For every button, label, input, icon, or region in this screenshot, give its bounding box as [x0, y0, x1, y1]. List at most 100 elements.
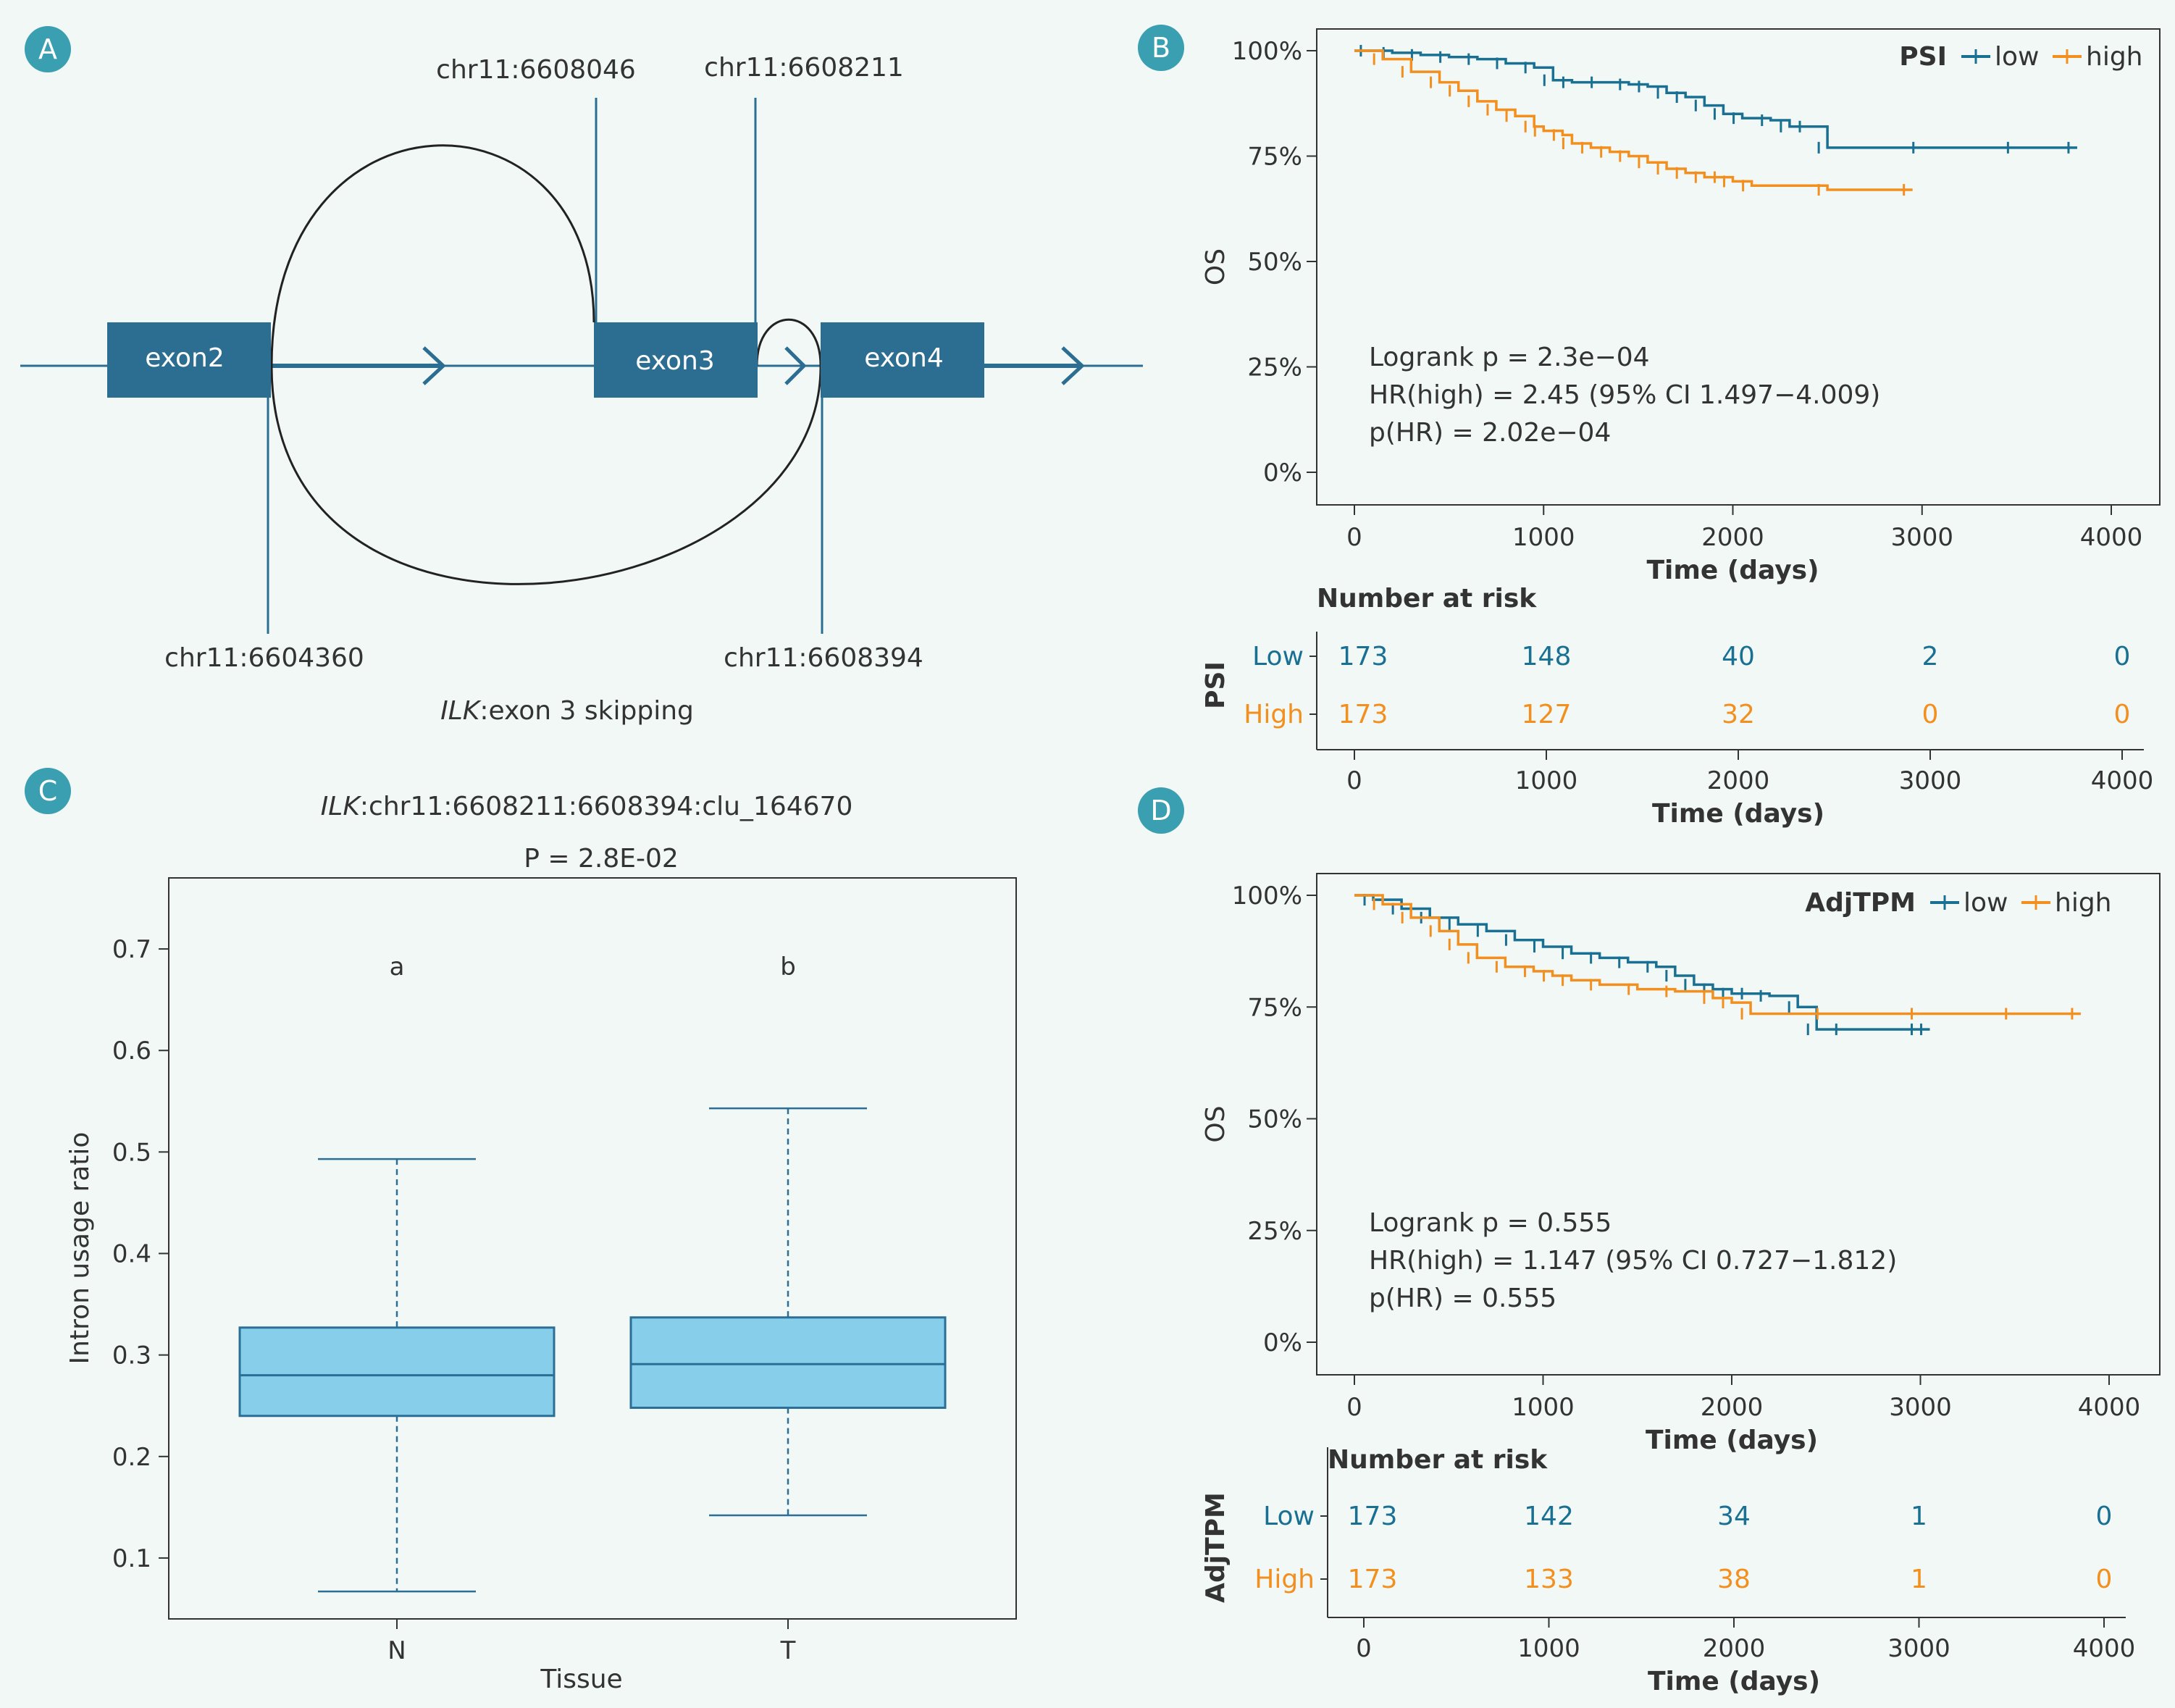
coord-label-6608394: chr11:6608394 — [724, 643, 923, 673]
risk-ylabel: AdjTPM — [1201, 1492, 1231, 1603]
km-xtick-label: 1000 — [1512, 1393, 1575, 1422]
direction-arrow-1 — [422, 346, 446, 385]
boxplot-ytick-label: 0.4 — [112, 1240, 151, 1269]
junction-arc-exon2-exon3 — [270, 144, 595, 367]
km-xlabel: Time (days) — [1646, 556, 1819, 585]
km-ytick-label: 0% — [1263, 1328, 1302, 1357]
panel-d-badge — [1138, 787, 1184, 834]
exon3-label: exon3 — [635, 346, 714, 376]
km-plot-adjtpm: 0% 25% 50% 75% 100% 0 1000 2000 3000 4000 Time (da… — [1201, 873, 2161, 1455]
coord-label-6608211: chr11:6608211 — [704, 53, 904, 83]
risk-value: 32 — [1722, 700, 1755, 729]
boxplot-pvalue: P = 2.8E-02 — [524, 844, 679, 874]
boxplot-ytick-label: 0.5 — [112, 1138, 151, 1167]
exon2-label: exon2 — [145, 343, 224, 373]
risk-value: 0 — [2114, 642, 2131, 671]
risk-value: 34 — [1717, 1502, 1751, 1531]
risk-value: 1 — [1911, 1502, 1927, 1531]
km-xtick-label: 2000 — [1701, 1393, 1764, 1422]
km-xtick-label: 1000 — [1512, 523, 1575, 552]
coord-label-6604360: chr11:6604360 — [164, 643, 364, 673]
risk-xtick-label: 1000 — [1515, 766, 1578, 795]
km-ytick-label: 100% — [1232, 882, 1302, 910]
km-stat-line: p(HR) = 2.02e−04 — [1369, 418, 1611, 448]
panel-a-caption: ILK:exon 3 skipping — [440, 696, 694, 726]
risk-title: Number at risk — [1317, 584, 1537, 614]
exon2-box — [107, 322, 271, 398]
panel-c-badge — [25, 768, 71, 814]
box-significance-letter: b — [780, 953, 796, 981]
junction-arc-exon2-exon4-skip — [270, 365, 822, 585]
risk-xlabel: Time (days) — [1648, 1667, 1820, 1696]
risk-value: 0 — [2096, 1565, 2113, 1594]
caption-text: :exon 3 skipping — [479, 696, 693, 726]
km-curve-low — [1354, 894, 1930, 1031]
coord-label-6608046: chr11:6608046 — [436, 55, 636, 85]
direction-arrow-3 — [1061, 346, 1085, 385]
risk-xtick-label: 4000 — [2091, 766, 2154, 795]
risk-row-label-low: Low — [1252, 642, 1304, 671]
km-xlabel: Time (days) — [1646, 1426, 1818, 1455]
risk-table-psi: Number at risk Low 173 148 40 2 0 High 173 127 32 0… — [1201, 584, 2153, 829]
boxplot-ytick-label: 0.1 — [112, 1544, 151, 1573]
box-significance-letter: a — [390, 953, 405, 981]
risk-value: 0 — [2114, 700, 2131, 729]
km-legend-label-high: high — [2086, 42, 2143, 72]
km-legend-title: PSI — [1899, 42, 1947, 72]
boxplot-ytick-label: 0.6 — [112, 1037, 151, 1066]
km-frame — [1316, 873, 2161, 1376]
boxplot-ytick-label: 0.7 — [112, 935, 151, 964]
km-stat-line: Logrank p = 0.555 — [1369, 1208, 1612, 1238]
km-curve-high — [1354, 49, 1913, 191]
boxplot-xtick-label: T — [780, 1636, 796, 1665]
km-ytick-label: 75% — [1247, 993, 1302, 1022]
boxplot-ylabel: Intron usage ratio — [65, 1132, 95, 1365]
km-xtick-label: 3000 — [1889, 1393, 1952, 1422]
caption-gene: ILK — [440, 696, 482, 726]
risk-row-label-low: Low — [1263, 1502, 1315, 1531]
risk-xtick-label: 1000 — [1517, 1634, 1580, 1663]
risk-value: 142 — [1524, 1502, 1574, 1531]
km-xtick-label: 0 — [1346, 1393, 1362, 1422]
km-xtick-label: 3000 — [1890, 523, 1953, 552]
risk-value: 127 — [1522, 700, 1572, 729]
km-curve-high — [1354, 894, 2081, 1016]
km-ytick-label: 50% — [1247, 248, 1302, 277]
panel-c: C ILK:chr11:6608211:6608394:clu_164670 P… — [25, 768, 1017, 1694]
boxplot-y-axis: 0.1 0.2 0.3 0.4 0.5 0.6 0.7 — [112, 935, 169, 1573]
risk-xtick-label: 3000 — [1899, 766, 1962, 795]
km-stat-line: HR(high) = 2.45 (95% CI 1.497−4.009) — [1369, 380, 1880, 410]
panel-c-letter: C — [38, 775, 58, 807]
km-frame — [1316, 28, 2161, 506]
risk-value: 0 — [1922, 700, 1939, 729]
km-plot-psi: 0% 25% 50% 75% 100% 0 1000 2000 3000 4000 Time (da… — [1201, 28, 2161, 585]
panel-a-letter: A — [38, 33, 57, 65]
boxplot-title: ILK:chr11:6608211:6608394:clu_164670 — [321, 792, 853, 821]
boxplot-xlabel: Tissue — [540, 1665, 622, 1694]
risk-value: 2 — [1922, 642, 1939, 671]
risk-ylabel: PSI — [1201, 661, 1231, 709]
km-legend-label-low: low — [1995, 42, 2039, 72]
km-xtick-label: 2000 — [1701, 523, 1764, 552]
boxplot-ytick-label: 0.3 — [112, 1341, 151, 1370]
km-ytick-label: 50% — [1247, 1105, 1302, 1134]
risk-xtick-label: 3000 — [1887, 1634, 1950, 1663]
risk-value: 173 — [1338, 700, 1388, 729]
km-stat-line: p(HR) = 0.555 — [1369, 1284, 1556, 1313]
risk-xtick-label: 0 — [1356, 1634, 1372, 1663]
risk-value: 148 — [1522, 642, 1572, 671]
panel-b-letter: B — [1152, 32, 1170, 64]
panel-d-letter: D — [1150, 795, 1171, 826]
km-xtick-label: 4000 — [2080, 523, 2143, 552]
boxplot-ytick-label: 0.2 — [112, 1443, 151, 1472]
boxplot-xtick-label: N — [387, 1636, 406, 1665]
risk-value: 173 — [1348, 1565, 1398, 1594]
junction-arc-exon3-exon4 — [755, 318, 822, 367]
risk-value: 38 — [1717, 1565, 1751, 1594]
boxplot-title-gene: ILK — [321, 792, 362, 821]
box-iqr-N — [238, 1326, 556, 1418]
km-stat-line: Logrank p = 2.3e−04 — [1369, 343, 1650, 372]
